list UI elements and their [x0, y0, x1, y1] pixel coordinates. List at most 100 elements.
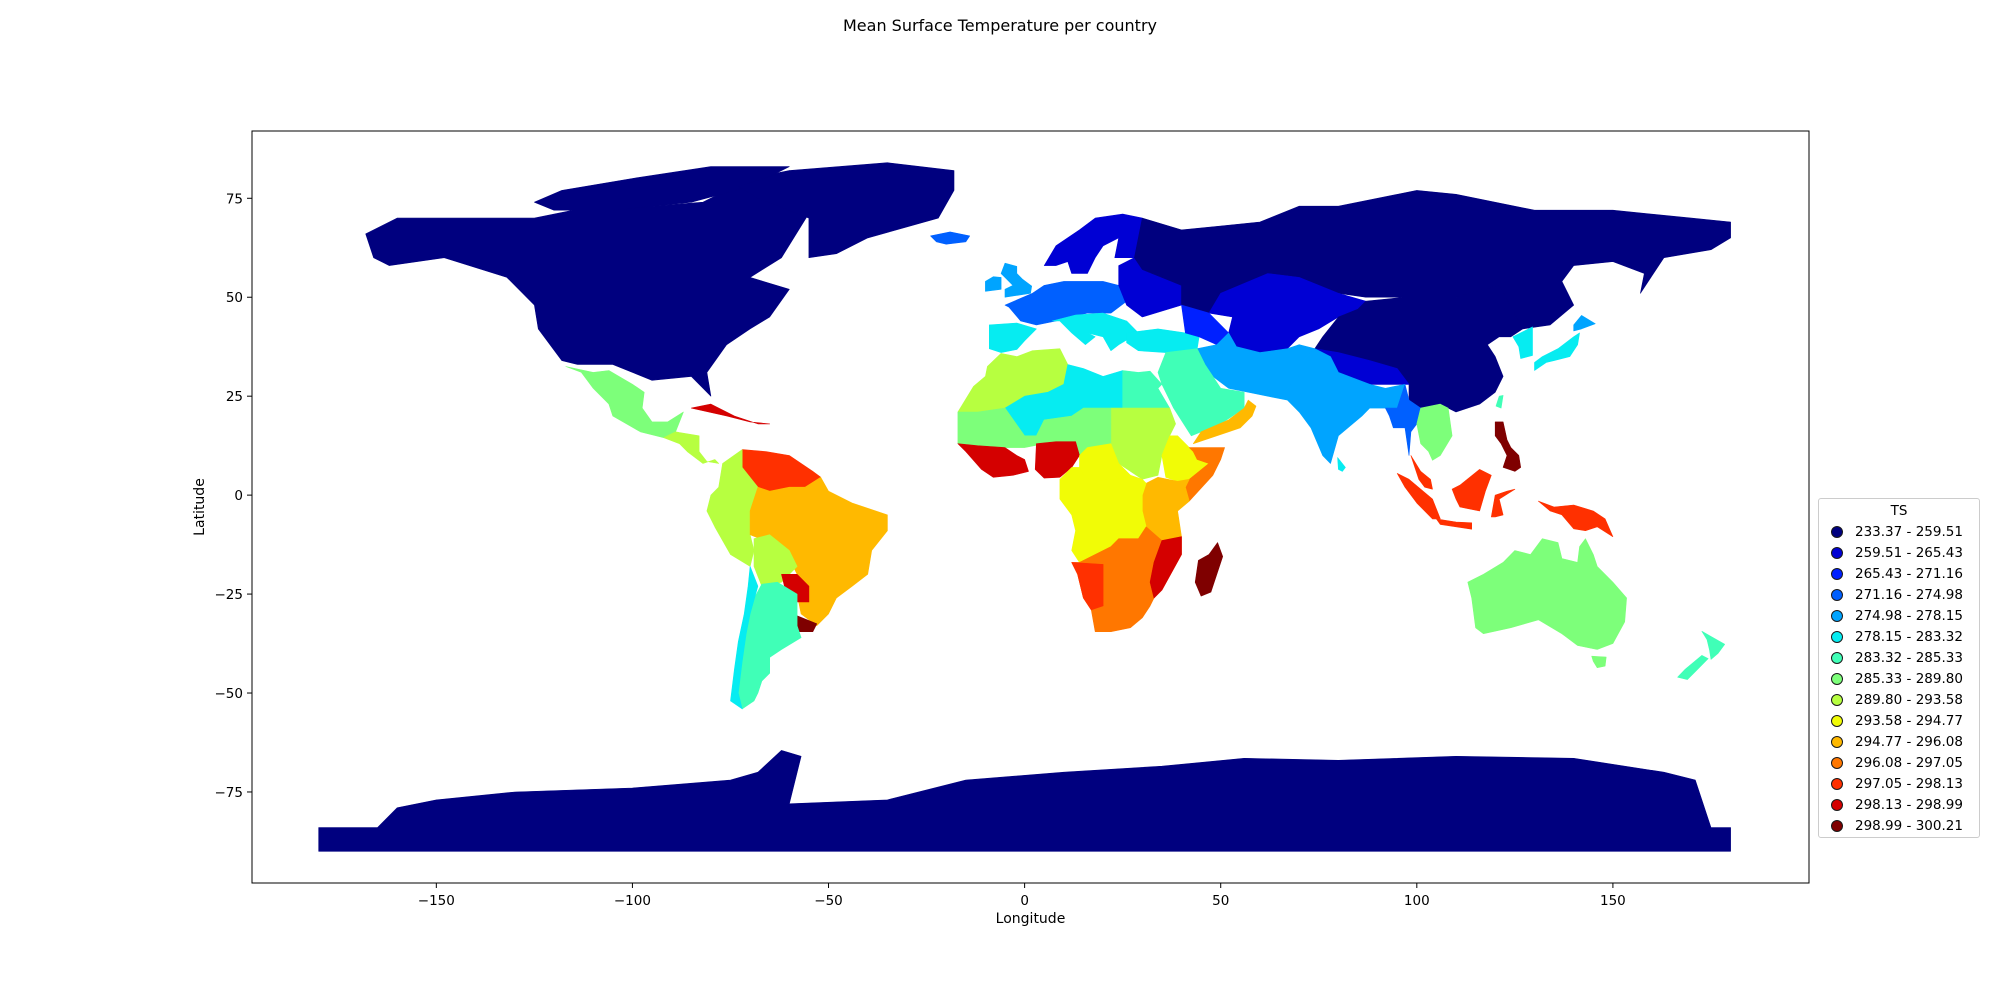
legend-item: 271.16 - 274.98 [1819, 584, 1979, 605]
y-tick-label: −75 [215, 785, 244, 801]
region-chile [730, 566, 759, 710]
legend-label: 259.51 - 265.43 [1855, 544, 1963, 561]
x-tick-label: −50 [814, 893, 843, 909]
legend-item: 294.77 - 296.08 [1819, 731, 1979, 752]
legend-label: 285.33 - 289.80 [1855, 670, 1963, 687]
y-tick-label: 0 [234, 488, 243, 504]
legend-swatch [1831, 588, 1843, 601]
region-iceland [930, 231, 971, 245]
legend-item: 298.13 - 298.99 [1819, 794, 1979, 815]
legend-swatch [1831, 714, 1843, 727]
legend-swatch [1831, 525, 1843, 538]
legend-label: 296.08 - 297.05 [1855, 754, 1963, 771]
y-tick-label: −25 [215, 587, 244, 603]
legend-swatch [1831, 756, 1843, 769]
x-tick-label: 100 [1404, 893, 1430, 909]
legend-item: 259.51 - 265.43 [1819, 542, 1979, 563]
x-tick-label: −150 [418, 893, 455, 909]
region-antarctica [318, 750, 1731, 852]
legend-item: 289.80 - 293.58 [1819, 689, 1979, 710]
x-axis-label: Longitude [996, 911, 1066, 927]
legend-label: 293.58 - 294.77 [1855, 712, 1963, 729]
legend-swatch [1831, 819, 1843, 832]
region-borneo [1451, 469, 1492, 512]
region-namibia [1071, 562, 1104, 611]
x-axis: −150 −100 −50 0 50 100 150 [418, 883, 1626, 909]
region-sumatra [1396, 473, 1441, 520]
legend-label: 297.05 - 298.13 [1855, 775, 1963, 792]
region-great-britain [1000, 262, 1032, 298]
x-tick-label: 50 [1212, 893, 1229, 909]
legend-label: 278.15 - 283.32 [1855, 628, 1963, 645]
legend: TS 233.37 - 259.51 259.51 - 265.43 265.43 … [1818, 498, 1980, 838]
legend-label: 298.13 - 298.99 [1855, 796, 1963, 813]
legend-item: 298.99 - 300.21 [1819, 815, 1979, 836]
legend-label: 274.98 - 278.15 [1855, 607, 1963, 624]
region-central-america [663, 431, 720, 464]
legend-swatch [1831, 798, 1843, 811]
legend-item: 293.58 - 294.77 [1819, 710, 1979, 731]
y-tick-label: −50 [215, 686, 244, 702]
legend-swatch [1831, 735, 1843, 748]
legend-label: 298.99 - 300.21 [1855, 817, 1963, 834]
legend-item: 296.08 - 297.05 [1819, 752, 1979, 773]
region-myanmar [1385, 383, 1421, 456]
region-australia [1467, 538, 1627, 650]
legend-item: 274.98 - 278.15 [1819, 605, 1979, 626]
region-iberia [988, 322, 1037, 353]
legend-label: 283.32 - 285.33 [1855, 649, 1963, 666]
region-java [1436, 518, 1472, 530]
region-ireland [985, 276, 1002, 292]
region-taiwan [1495, 395, 1504, 409]
x-tick-label: 0 [1020, 893, 1029, 909]
legend-item: 233.37 - 259.51 [1819, 521, 1979, 542]
legend-swatch [1831, 546, 1843, 559]
legend-label: 271.16 - 274.98 [1855, 586, 1963, 603]
y-axis-label: Latitude [192, 478, 208, 536]
region-philippines [1494, 421, 1521, 472]
legend-swatch [1831, 693, 1843, 706]
map-regions [318, 162, 1731, 852]
legend-label: 265.43 - 271.16 [1855, 565, 1963, 582]
legend-item: 297.05 - 298.13 [1819, 773, 1979, 794]
region-new-zealand-north [1701, 630, 1725, 660]
region-western-europe [1004, 281, 1127, 326]
legend-swatch [1831, 567, 1843, 580]
x-tick-label: −100 [614, 893, 651, 909]
legend-title: TS [1890, 503, 1908, 519]
legend-item: 278.15 - 283.32 [1819, 626, 1979, 647]
legend-label: 294.77 - 296.08 [1855, 733, 1963, 750]
plot-frame [251, 130, 1810, 884]
x-tick-label: 150 [1600, 893, 1626, 909]
region-scandinavia [1043, 213, 1143, 274]
legend-swatch [1831, 777, 1843, 790]
chart-title: Mean Surface Temperature per country [842, 16, 1157, 35]
y-axis: 75 50 25 0 −25 −50 −75 [215, 191, 252, 801]
region-new-guinea [1538, 500, 1614, 538]
region-indochina [1416, 403, 1453, 461]
region-caribbean [690, 403, 771, 425]
legend-item: 285.33 - 289.80 [1819, 668, 1979, 689]
region-madagascar [1194, 542, 1223, 597]
region-japan [1534, 332, 1580, 371]
region-italy-balkans [1051, 312, 1139, 352]
y-tick-label: 50 [226, 290, 243, 306]
legend-item: 265.43 - 271.16 [1819, 563, 1979, 584]
region-middle-east [1157, 348, 1245, 437]
legend-swatch [1831, 630, 1843, 643]
region-new-zealand-south [1677, 655, 1709, 680]
legend-label: 233.37 - 259.51 [1855, 523, 1963, 540]
region-malay-peninsula [1410, 455, 1433, 490]
legend-swatch [1831, 672, 1843, 685]
region-sulawesi [1491, 488, 1516, 518]
region-sri-lanka [1337, 457, 1346, 472]
legend-item: 283.32 - 285.33 [1819, 647, 1979, 668]
legend-label: 289.80 - 293.58 [1855, 691, 1963, 708]
y-tick-label: 75 [226, 191, 243, 207]
y-tick-label: 25 [226, 389, 243, 405]
region-mexico [565, 366, 684, 439]
region-tasmania [1591, 655, 1607, 669]
region-mozambique [1149, 536, 1182, 599]
region-greenland [737, 162, 955, 259]
